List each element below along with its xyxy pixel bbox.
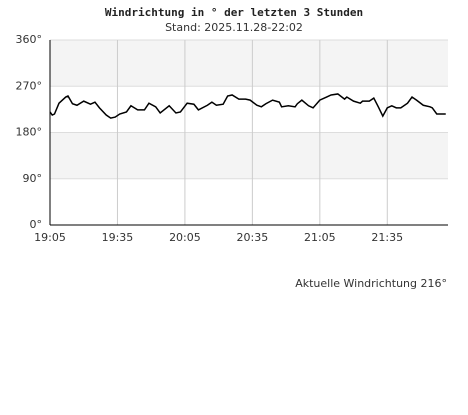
x-tick-label: 20:35	[237, 231, 269, 244]
x-tick-label: 19:05	[34, 231, 66, 244]
band	[50, 40, 448, 87]
band	[50, 178, 448, 225]
y-tick-label: 180°	[16, 126, 43, 139]
x-tick-label: 21:05	[304, 231, 336, 244]
y-tick-label: 360°	[16, 33, 43, 46]
band	[50, 86, 448, 133]
annotation: Aktuelle Windrichtung 216°	[295, 277, 447, 290]
x-tick-label: 20:05	[169, 231, 201, 244]
x-tick-label: 19:35	[102, 231, 134, 244]
y-tick-label: 90°	[23, 172, 43, 185]
chart-subtitle: Stand: 2025.11.28-22:02	[165, 21, 303, 34]
chart-title: Windrichtung in ° der letzten 3 Stunden	[105, 6, 363, 19]
data-line	[49, 93, 446, 119]
y-tick-label: 0°	[30, 218, 43, 231]
x-tick-label: 21:35	[371, 231, 403, 244]
y-tick-label: 270°	[16, 79, 43, 92]
band	[50, 132, 448, 179]
